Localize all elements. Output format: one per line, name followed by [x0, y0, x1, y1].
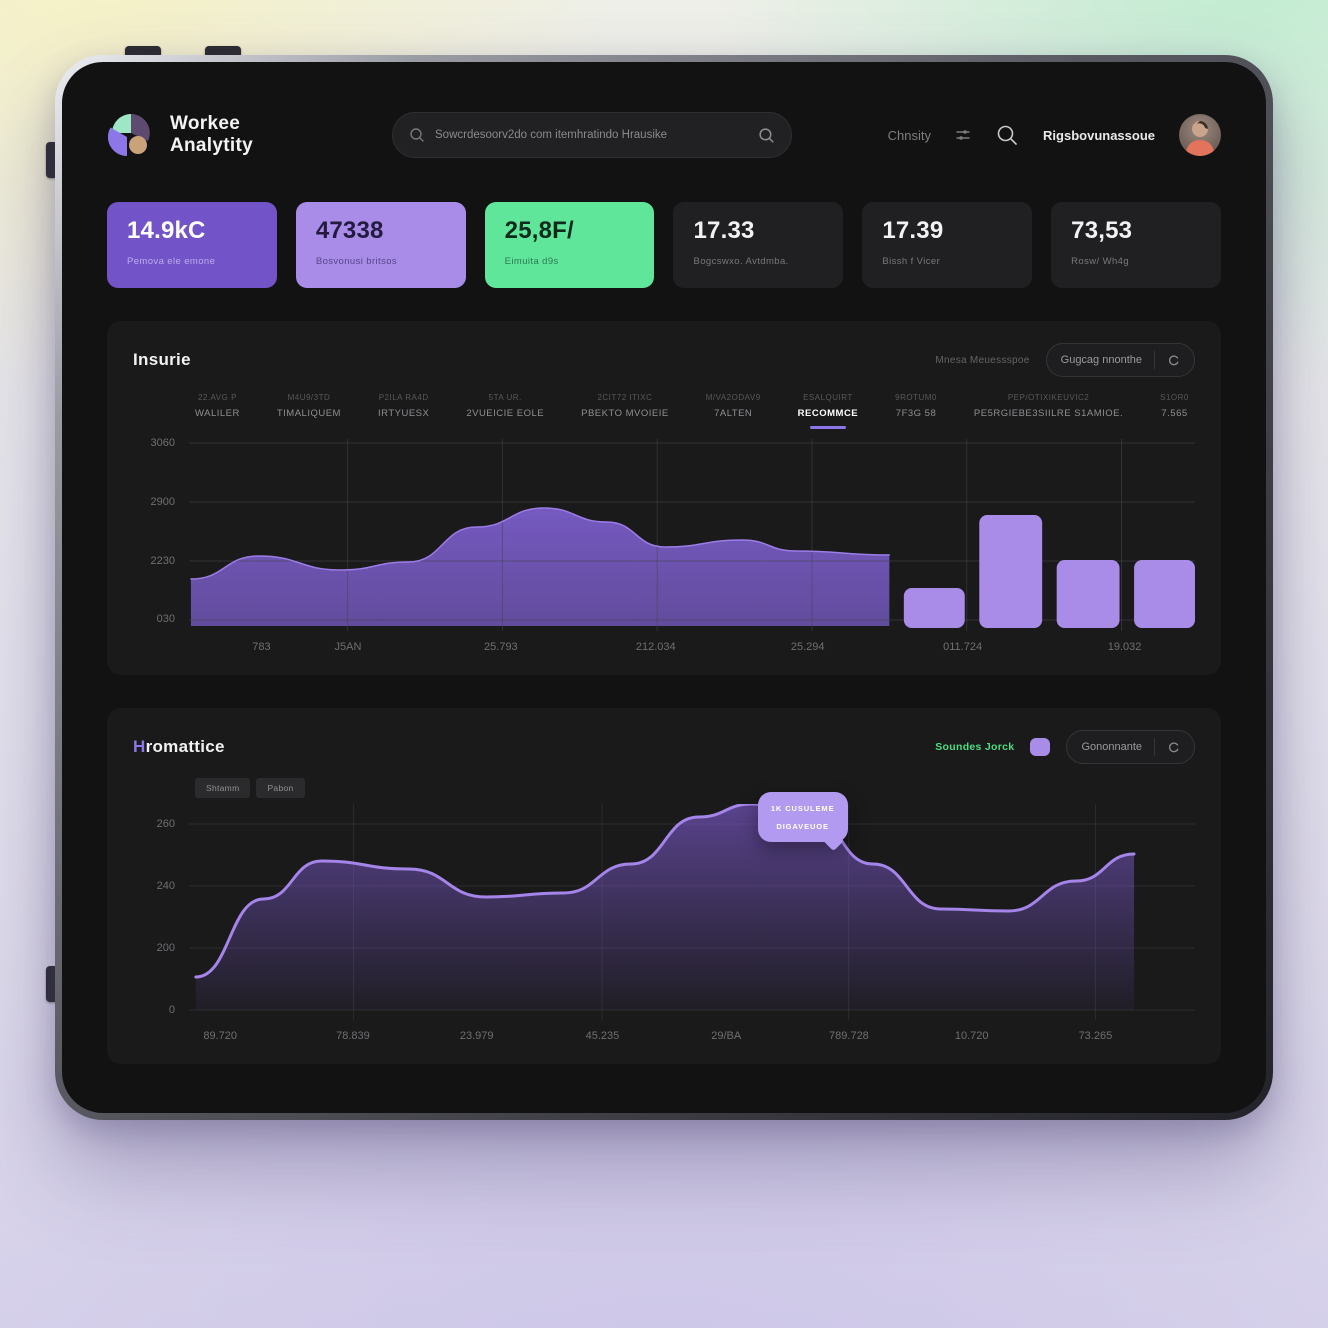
brand: Workee Analytity: [107, 111, 392, 159]
brand-name: Workee Analytity: [170, 113, 253, 157]
stat-label: Bogcswxo. Avtdmba.: [693, 256, 789, 267]
period-dropdown[interactable]: Gugcag nnonthe: [1045, 343, 1195, 377]
metrics-dropdown[interactable]: Gononnante: [1066, 730, 1195, 764]
stat-value: 73,53: [1071, 217, 1133, 244]
stat-card: 17.39 Bissh f Vicer: [862, 202, 1033, 288]
settings-sliders-icon[interactable]: [955, 127, 971, 143]
metric-column[interactable]: 2CIT72 ITIXC PBEKTO MVOIEIE: [581, 393, 669, 419]
search-icon-nav[interactable]: [995, 123, 1019, 147]
stat-value: 17.39: [882, 217, 944, 244]
legend-swatch: [1030, 738, 1051, 756]
avatar[interactable]: [1179, 114, 1221, 156]
metric-columns-row: 22.AVG P WALILER M4U9/3TD TIMALIQUEM P2I…: [195, 393, 1189, 419]
stat-card: 47338 Bosvonusi britsos: [295, 202, 466, 288]
income-area-chart[interactable]: [189, 439, 1195, 631]
chevron-icon: [1167, 354, 1180, 367]
stat-label: Eimuita d9s: [504, 256, 559, 267]
dropdown-divider: [1154, 351, 1155, 369]
metrics-segmented-control: Shtamm Pabon: [195, 778, 1195, 798]
metric-column[interactable]: 5TA UR. 2VUEICIE EOLE: [466, 393, 545, 419]
brand-line1: Workee: [170, 113, 241, 135]
income-x-axis: 783 J5AN 25.793 212.034 25.294 011.724 1…: [252, 641, 1142, 653]
nav-link[interactable]: Chnsity: [887, 127, 932, 143]
income-panel: Insurie Mnesa Meuessspoe Gugcag nnonthe: [107, 321, 1221, 675]
metric-column[interactable]: 22.AVG P WALILER: [195, 393, 240, 419]
stat-value: 25,8F/: [504, 217, 574, 244]
segment-button-2[interactable]: Pabon: [256, 778, 305, 798]
tablet-device: Workee Analytity Chnsity: [55, 55, 1273, 1120]
stat-card: 73,53 Rosw/ Wh4g: [1051, 202, 1221, 288]
stat-card: 25,8F/ Eimuita d9s: [484, 202, 655, 288]
metric-column[interactable]: PEP/OTIXIKEUVIC2 PE5RGIEBE3SIILRE S1AMIO…: [973, 393, 1124, 419]
stat-card: 17.33 Bogcswxo. Avtdmba.: [673, 202, 844, 288]
metric-column[interactable]: 9ROTUM0 7F3G 58: [895, 393, 937, 419]
stat-card: 14.9kC Pemova ele emone: [107, 202, 277, 288]
brand-logo-icon: [107, 111, 155, 159]
stat-label: Rosw/ Wh4g: [1071, 256, 1130, 267]
metrics-x-axis: 89.720 78.839 23.979 45.235 29/BA 789.72…: [203, 1030, 1113, 1042]
metric-column[interactable]: M/VA2ODAV9 7ALTEN: [705, 393, 761, 419]
metrics-panel: Hromattice Soundes Jorck Gononnante: [107, 708, 1221, 1064]
metrics-area-chart[interactable]: [189, 804, 1195, 1020]
income-panel-title: Insurie: [133, 350, 191, 369]
chevron-icon: [1167, 741, 1180, 754]
search-submit-icon[interactable]: [758, 127, 775, 144]
metric-column[interactable]: P2ILA RA4D IRTYUESX: [377, 393, 430, 419]
period-dropdown-label: Gugcag nnonthe: [1060, 354, 1142, 366]
stat-label: Bissh f Vicer: [882, 256, 941, 267]
chart-tooltip: 1K Cusuleme Digaveuoe: [757, 792, 848, 842]
stat-value: 14.9kC: [127, 217, 206, 244]
search-icon: [409, 127, 425, 143]
metrics-legend-label: Soundes Jorck: [935, 741, 1015, 753]
stat-label: Bosvonusi britsos: [315, 256, 398, 267]
search-input[interactable]: [435, 129, 748, 141]
top-bar: Workee Analytity Chnsity: [107, 106, 1221, 164]
top-nav-right: Chnsity Rigsbovunassoue: [888, 114, 1221, 156]
segment-button-1[interactable]: Shtamm: [195, 778, 251, 798]
metrics-dropdown-label: Gononnante: [1081, 741, 1142, 753]
metric-column[interactable]: S1OR0 7.565: [1160, 393, 1189, 419]
metrics-y-axis: 260 240 200 0: [156, 818, 175, 1017]
search-bar[interactable]: [392, 112, 792, 158]
user-name: Rigsbovunassoue: [1043, 127, 1155, 143]
stat-value: 17.33: [693, 217, 755, 244]
stat-label: Pemova ele emone: [127, 256, 216, 267]
stat-cards-row: 14.9kC Pemova ele emone 47338 Bosvonusi …: [107, 202, 1221, 288]
income-legend-label: Mnesa Meuessspoe: [935, 354, 1030, 366]
metric-column[interactable]: M4U9/3TD TIMALIQUEM: [276, 393, 341, 419]
dashboard-screen: Workee Analytity Chnsity: [62, 62, 1266, 1113]
metric-column-selected[interactable]: ESALQUIRT RECOMMCE: [797, 393, 859, 419]
metrics-panel-title: Hromattice: [133, 737, 225, 756]
income-y-axis: 3060 2900 2230 030: [150, 436, 175, 626]
stat-value: 47338: [315, 217, 384, 244]
dropdown-divider: [1154, 738, 1155, 756]
brand-line2: Analytity: [170, 135, 253, 156]
